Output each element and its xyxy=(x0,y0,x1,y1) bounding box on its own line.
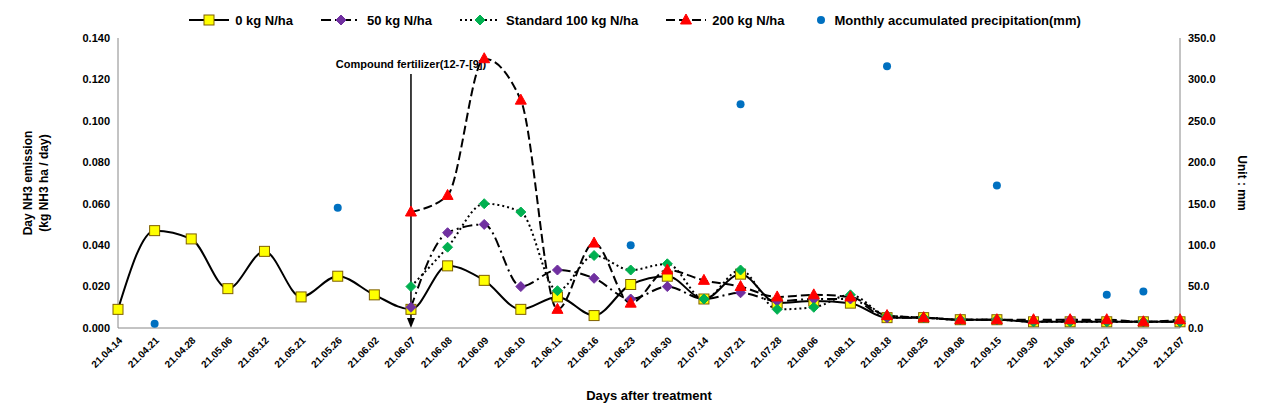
svg-text:21.05.21: 21.05.21 xyxy=(272,334,308,370)
svg-text:21.08.06: 21.08.06 xyxy=(785,334,821,370)
svg-text:300.0: 300.0 xyxy=(1188,73,1216,85)
svg-text:21.05.12: 21.05.12 xyxy=(236,334,272,370)
html-text:0 kg N/ha: 0 kg N/ha xyxy=(235,12,293,28)
svg-text:21.10.27: 21.10.27 xyxy=(1078,334,1114,370)
svg-text:Days after treatment: Days after treatment xyxy=(586,388,712,403)
svg-text:50.0: 50.0 xyxy=(1188,280,1209,292)
svg-text:21.05.06: 21.05.06 xyxy=(199,334,235,370)
html-text:50 kg N/ha: 50 kg N/ha xyxy=(367,12,432,28)
svg-text:0.040: 0.040 xyxy=(82,239,110,251)
svg-text:0.0: 0.0 xyxy=(1188,322,1203,334)
svg-text:21.08.11: 21.08.11 xyxy=(822,334,857,369)
svg-text:21.04.14: 21.04.14 xyxy=(89,334,125,370)
svg-text:21.06.30: 21.06.30 xyxy=(638,334,674,370)
svg-text:21.06.02: 21.06.02 xyxy=(345,334,381,370)
svg-text:150.0: 150.0 xyxy=(1188,198,1216,210)
svg-text:Day NH3 emission: Day NH3 emission xyxy=(21,131,35,236)
svg-text:21.07.14: 21.07.14 xyxy=(675,334,711,370)
svg-text:0.020: 0.020 xyxy=(82,280,110,292)
svg-text:21.06.23: 21.06.23 xyxy=(602,334,638,370)
svg-text:21.09.15: 21.09.15 xyxy=(968,334,1004,370)
svg-text:21.07.21: 21.07.21 xyxy=(712,334,748,370)
svg-text:200.0: 200.0 xyxy=(1188,156,1216,168)
svg-text:100.0: 100.0 xyxy=(1188,239,1216,251)
svg-text:21.05.26: 21.05.26 xyxy=(309,334,345,370)
svg-text:21.11.03: 21.11.03 xyxy=(1115,334,1150,369)
svg-text:0.000: 0.000 xyxy=(82,322,110,334)
svg-text:0.140: 0.140 xyxy=(82,32,110,44)
svg-text:250.0: 250.0 xyxy=(1188,115,1216,127)
svg-text:21.04.28: 21.04.28 xyxy=(162,334,198,370)
svg-text:0.120: 0.120 xyxy=(82,73,110,85)
svg-text:21.06.07: 21.06.07 xyxy=(382,334,418,370)
svg-text:Compound fertilizer(12-7-[9]): Compound fertilizer(12-7-[9]) xyxy=(336,58,487,70)
svg-text:0.060: 0.060 xyxy=(82,198,110,210)
html-text:200 kg N/ha: 200 kg N/ha xyxy=(712,12,785,28)
svg-text:21.12.07: 21.12.07 xyxy=(1151,334,1187,370)
html-text:Monthly accumulated precipitat: Monthly accumulated precipitation(mm) xyxy=(834,12,1081,28)
svg-text:21.07.28: 21.07.28 xyxy=(748,334,784,370)
svg-text:21.06.08: 21.06.08 xyxy=(419,334,455,370)
svg-text:(kg NH3 ha / day): (kg NH3 ha / day) xyxy=(37,134,51,231)
html-text:Standard 100 kg N/ha: Standard 100 kg N/ha xyxy=(506,12,639,28)
svg-text:21.08.18: 21.08.18 xyxy=(858,334,894,370)
svg-text:Unit : mm: Unit : mm xyxy=(1235,155,1249,210)
svg-text:0.100: 0.100 xyxy=(82,115,110,127)
svg-text:21.09.30: 21.09.30 xyxy=(1005,334,1041,370)
svg-text:21.04.21: 21.04.21 xyxy=(126,334,162,370)
svg-text:21.06.09: 21.06.09 xyxy=(455,334,491,370)
svg-text:21.06.16: 21.06.16 xyxy=(565,334,601,370)
svg-text:21.08.25: 21.08.25 xyxy=(895,334,931,370)
svg-text:21.09.08: 21.09.08 xyxy=(931,334,967,370)
svg-text:21.06.10: 21.06.10 xyxy=(492,334,528,370)
svg-text:0.080: 0.080 xyxy=(82,156,110,168)
svg-text:350.0: 350.0 xyxy=(1188,32,1216,44)
svg-text:21.10.06: 21.10.06 xyxy=(1041,334,1077,370)
svg-text:21.06.11: 21.06.11 xyxy=(529,334,564,369)
